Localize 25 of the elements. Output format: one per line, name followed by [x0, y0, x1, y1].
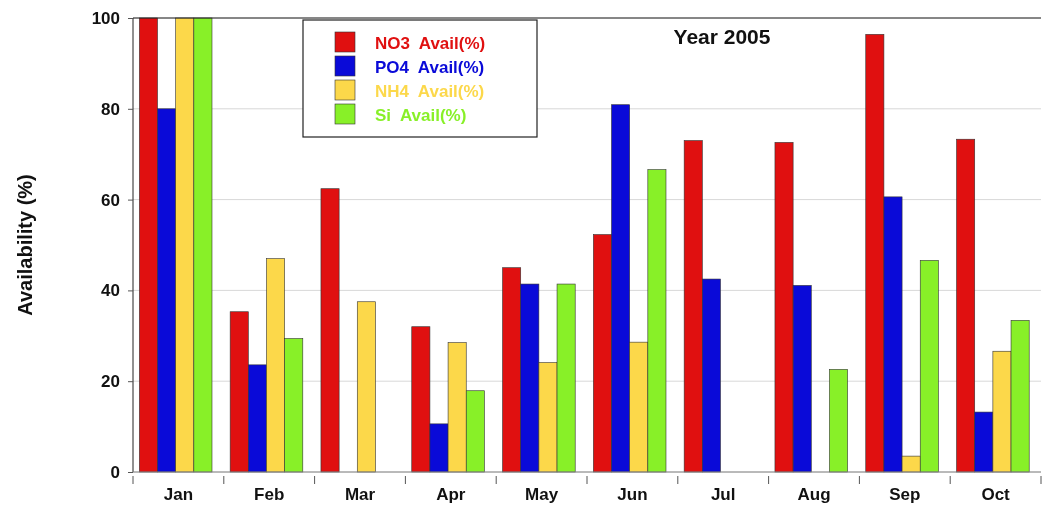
- y-tick-label: 0: [110, 462, 120, 482]
- bar: [829, 369, 848, 473]
- bar: [320, 188, 340, 473]
- y-tick-label: 40: [101, 281, 120, 301]
- legend-label: NO3 Avail(%): [375, 34, 486, 53]
- x-tick-label: Apr: [436, 485, 466, 505]
- bar: [356, 301, 376, 473]
- x-tick-label: Sep: [889, 485, 921, 505]
- y-tick-label: 100: [91, 8, 120, 28]
- y-tick-label: 60: [101, 190, 120, 210]
- x-tick-label: Jul: [710, 485, 736, 505]
- x-tick-label: Jun: [617, 485, 648, 505]
- x-tick-label: Jan: [163, 485, 194, 505]
- x-tick-label: Aug: [797, 485, 831, 505]
- chart-title: Year 2005: [673, 25, 771, 48]
- y-axis-title: Availability (%): [14, 174, 36, 316]
- x-tick-label: Oct: [981, 485, 1011, 505]
- legend-label: PO4 Avail(%): [375, 58, 485, 77]
- y-tick-label: 80: [101, 99, 120, 119]
- x-tick-label: Mar: [344, 485, 376, 505]
- x-tick-label: May: [525, 485, 559, 505]
- legend-label: NH4 Avail(%): [375, 82, 485, 101]
- legend-label: Si Avail(%): [375, 106, 467, 125]
- x-tick-label: Feb: [254, 485, 285, 505]
- y-tick-label: 20: [101, 372, 120, 392]
